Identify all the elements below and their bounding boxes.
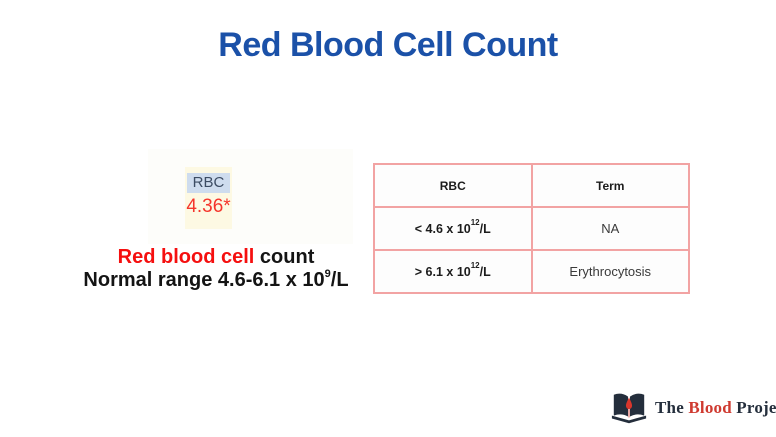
table-header-term: Term	[530, 163, 690, 208]
caption-black-text: count	[259, 246, 315, 268]
table-row: > 6.1 x 1012/L Erythrocytosis	[373, 249, 690, 294]
term-cell: NA	[530, 206, 690, 251]
table-header-rbc: RBC	[373, 163, 533, 208]
caption: Red blood cell count Normal range 4.6-6.1…	[56, 246, 376, 292]
normal-range-exponent: 9	[324, 268, 331, 281]
table-header-row: RBC Term	[373, 163, 690, 208]
open-book-blood-drop-icon	[611, 393, 647, 424]
rbc-label-chip: RBC	[187, 173, 230, 193]
logo-word-the: The	[655, 398, 684, 417]
logo-word-project: Project	[736, 398, 776, 417]
rbc-range-high: > 6.1 x 1012/L	[373, 249, 533, 294]
caption-line-2: Normal range 4.6-6.1 x 109/L	[56, 269, 376, 292]
rbc-term-table: RBC Term < 4.6 x 1012/L NA > 6.1 x 1012/…	[373, 163, 690, 294]
lab-highlight-column: RBC 4.36*	[185, 167, 232, 229]
term-cell: Erythrocytosis	[530, 249, 690, 294]
logo-wordmark: TheBloodProject	[655, 398, 776, 418]
normal-range-unit: /L	[330, 269, 349, 291]
rbc-flagged-value: 4.36*	[186, 196, 231, 217]
normal-range-text: Normal range 4.6-6.1 x 10	[83, 269, 325, 291]
logo-word-blood: Blood	[688, 398, 732, 417]
table-row: < 4.6 x 1012/L NA	[373, 206, 690, 251]
the-blood-project-logo: TheBloodProject	[610, 389, 776, 427]
lab-result-panel: RBC 4.36*	[148, 149, 353, 244]
caption-red-text: Red blood cell	[117, 246, 255, 268]
rbc-range-low: < 4.6 x 1012/L	[373, 206, 533, 251]
caption-line-1: Red blood cell count	[56, 246, 376, 269]
page-title: Red Blood Cell Count	[218, 26, 558, 64]
